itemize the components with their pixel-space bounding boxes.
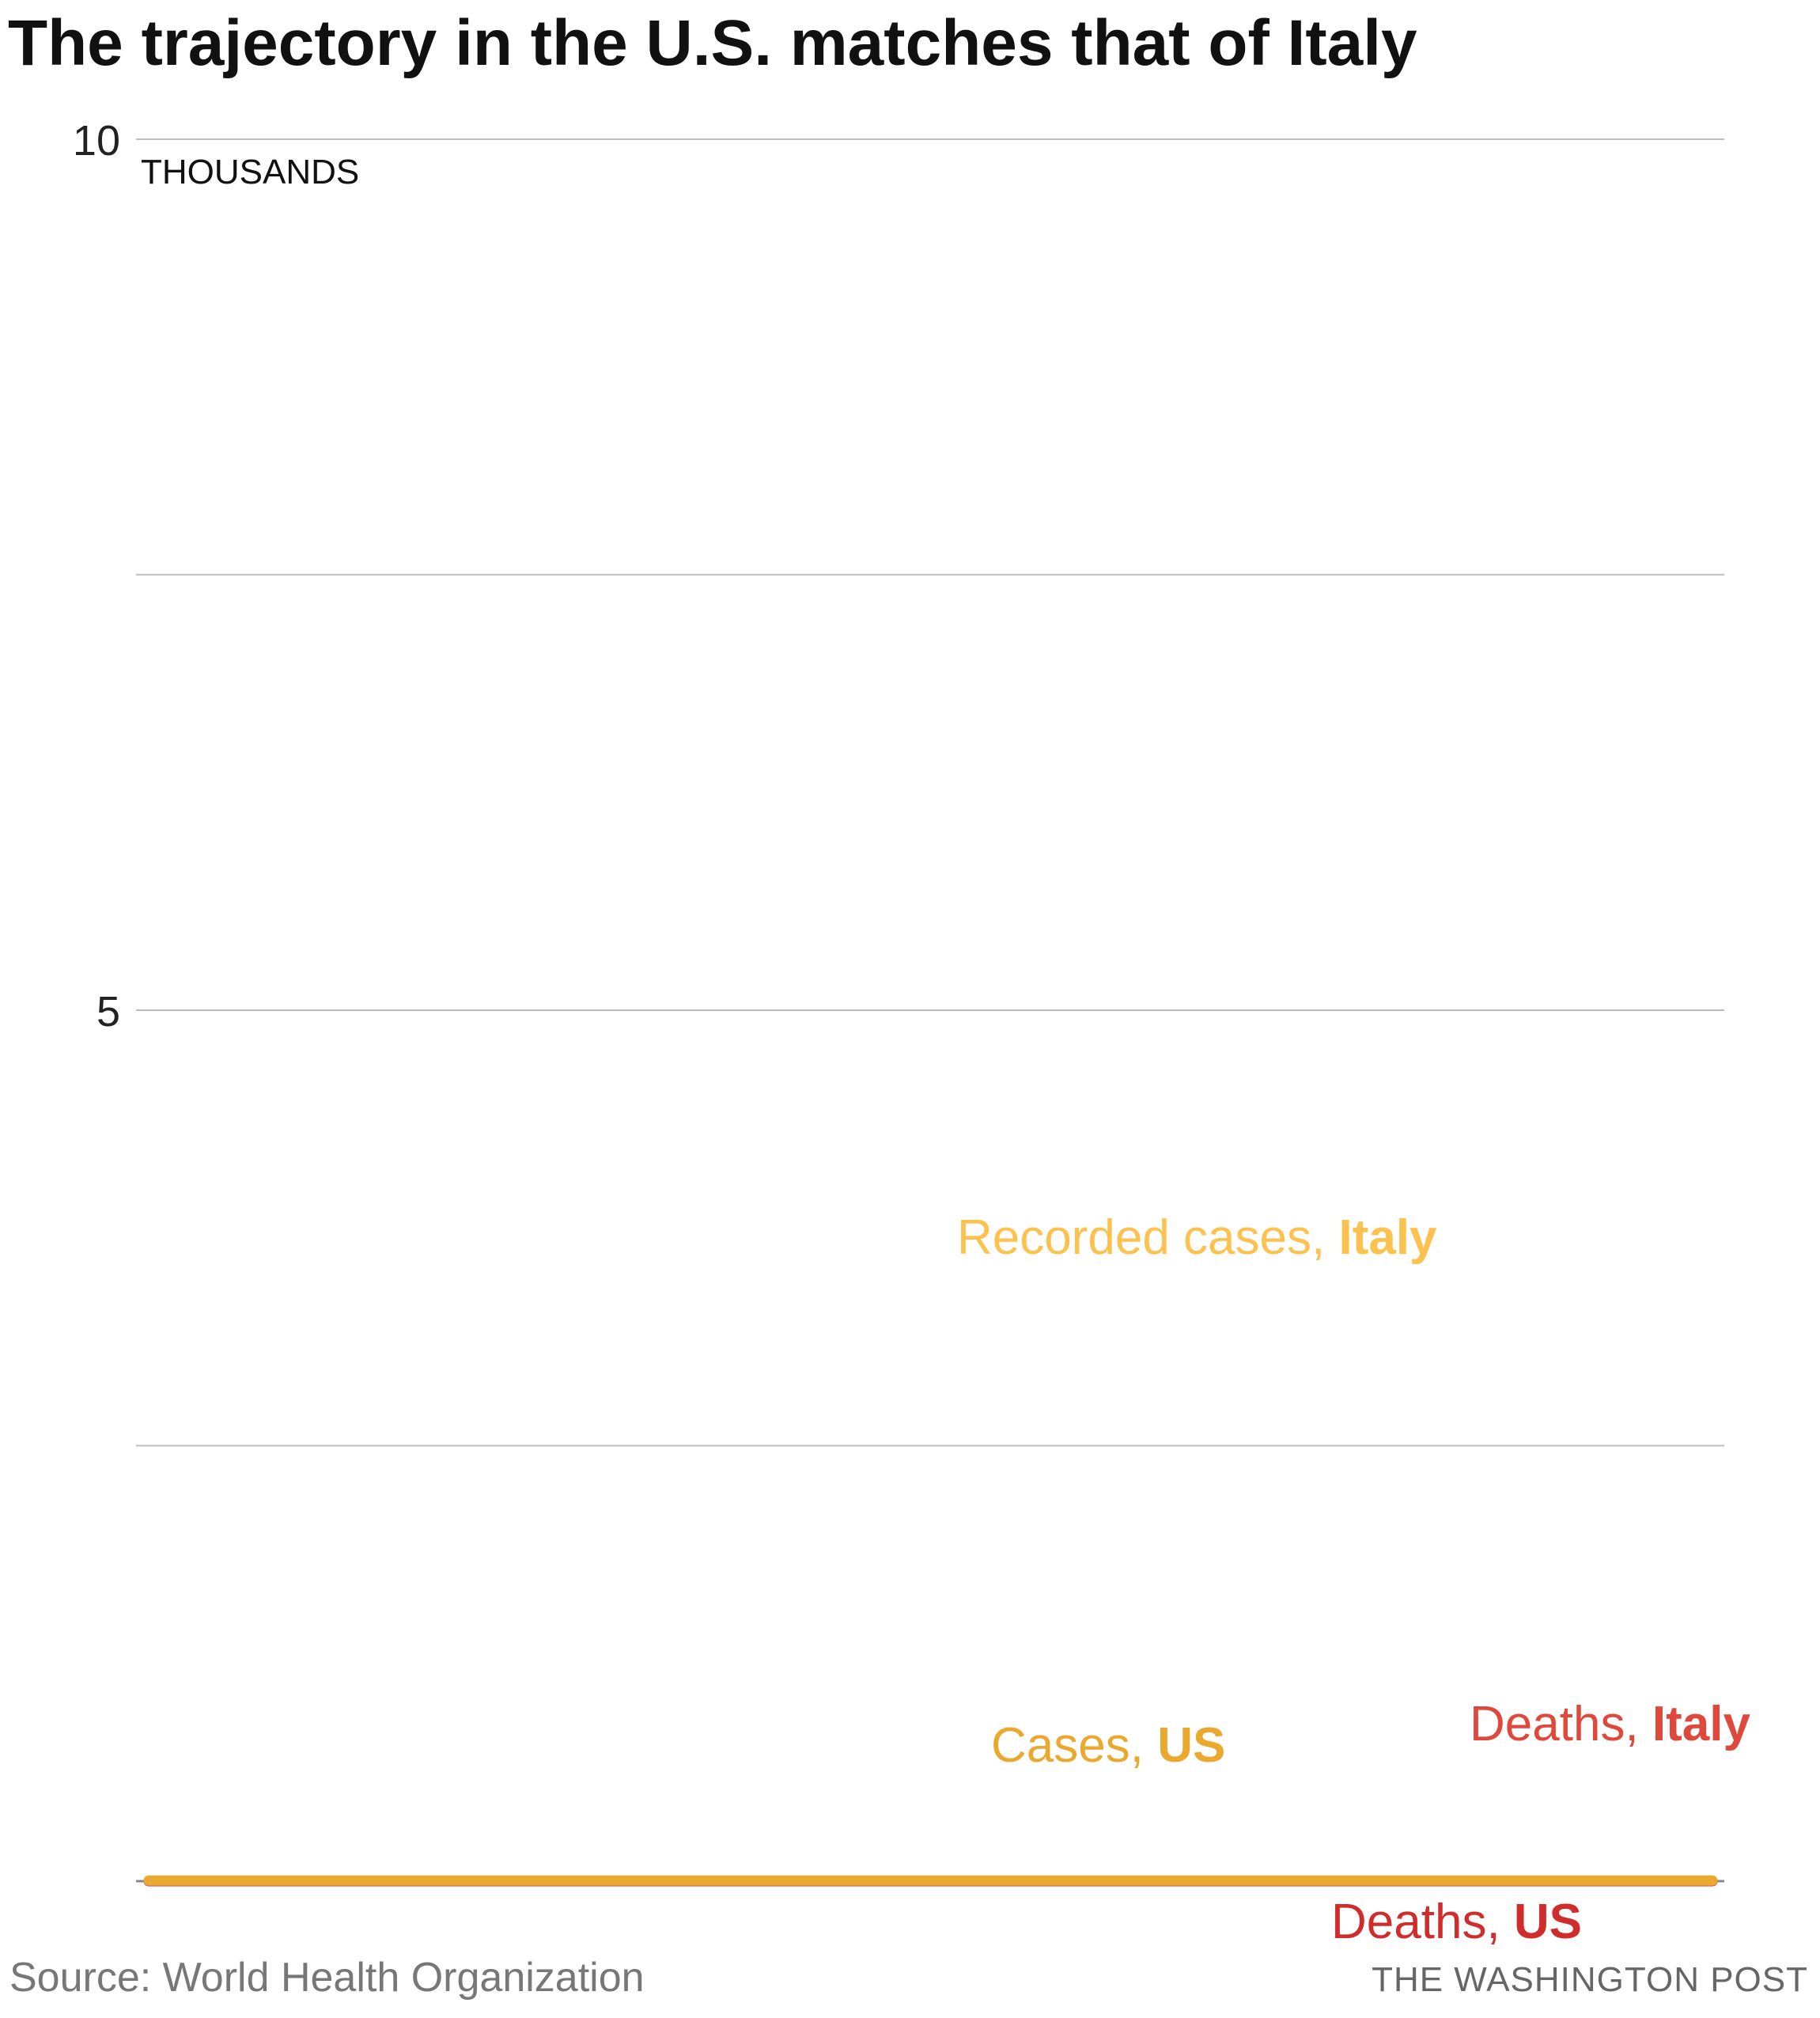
- series-label-cases-italy: Recorded cases, Italy: [957, 1210, 1437, 1265]
- chart-title: The trajectory in the U.S. matches that …: [8, 7, 1417, 79]
- series-label-deaths-us: Deaths, US: [1331, 1895, 1582, 1949]
- series-label-deaths-italy: Deaths, Italy: [1470, 1697, 1750, 1751]
- series-label-cases-us: Cases, US: [991, 1718, 1225, 1773]
- y-tick-label: 5: [96, 988, 120, 1036]
- unit-label: THOUSANDS: [141, 153, 359, 191]
- y-tick-label: 10: [73, 117, 120, 165]
- y-axis-ticks: 10 5: [73, 117, 120, 1036]
- source-note: Source: World Health Organization: [9, 1955, 645, 2001]
- series-lines: [143, 1875, 1718, 1887]
- credit-line: THE WASHINGTON POST: [1372, 1960, 1808, 1999]
- gridlines: [136, 138, 1724, 1883]
